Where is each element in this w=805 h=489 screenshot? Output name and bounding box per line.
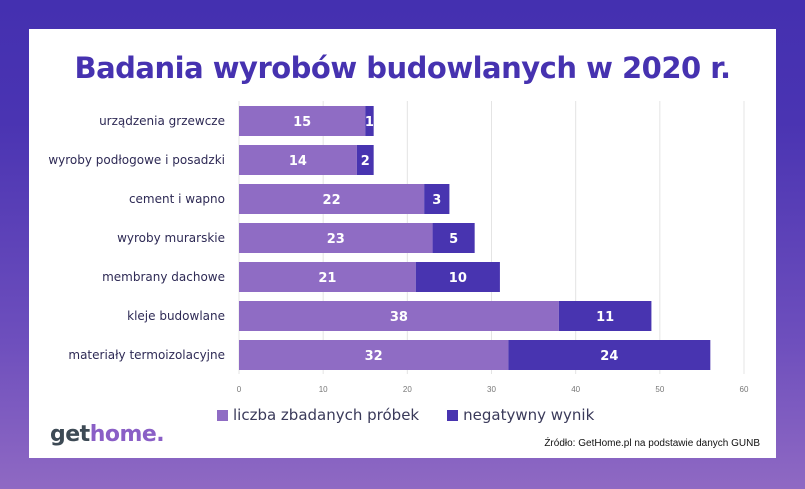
x-tick-label: 40 — [571, 385, 580, 394]
source-note: Źródło: GetHome.pl na podstawie danych G… — [544, 438, 760, 449]
x-tick-label: 0 — [237, 385, 242, 394]
data-label: 32 — [365, 349, 383, 364]
chart-title: Badania wyrobów budowlanych w 2020 r. — [74, 51, 732, 85]
logo-part: home. — [89, 422, 165, 447]
category-label: membrany dachowe — [102, 270, 225, 284]
bar-segment — [239, 340, 509, 370]
logo-part: get — [50, 422, 90, 447]
bar-chart: 0 10 20 30 40 50 60 urządzenia grzewcze 15 1 wyrob… — [48, 101, 749, 394]
category-label: cement i wapno — [129, 192, 225, 206]
legend-item-negative: negatywny wynik — [447, 406, 594, 424]
bar-segment — [239, 223, 433, 253]
data-label: 10 — [449, 271, 467, 286]
category-label: materiały termoizolacyjne — [68, 348, 225, 362]
bar-segment — [508, 340, 711, 370]
bar-segment — [239, 184, 425, 214]
chart-card: Badania wyrobów budowlanych w 2020 r. 0 1… — [29, 29, 776, 458]
x-tick-label: 60 — [740, 385, 749, 394]
bar-segment — [365, 106, 374, 136]
data-label: 2 — [361, 154, 370, 169]
bar-segment — [432, 223, 475, 253]
category-label: kleje budowlane — [127, 309, 225, 323]
x-tick-label: 30 — [487, 385, 496, 394]
data-label: 15 — [293, 115, 311, 130]
data-label: 1 — [365, 115, 374, 130]
legend-item-samples: liczba zbadanych próbek — [217, 406, 419, 424]
legend-swatch — [217, 410, 228, 421]
bar-segment — [558, 301, 652, 331]
legend-label: negatywny wynik — [463, 406, 595, 424]
data-label: 3 — [432, 193, 441, 208]
data-label: 11 — [596, 310, 614, 325]
data-label: 21 — [318, 271, 336, 286]
category-label: wyroby podłogowe i posadzki — [48, 153, 225, 167]
data-label: 23 — [327, 232, 345, 247]
x-tick-label: 50 — [655, 385, 664, 394]
category-label: urządzenia grzewcze — [99, 114, 225, 128]
bar-segment — [239, 106, 366, 136]
bar-segment — [424, 184, 450, 214]
bar-segment — [239, 145, 357, 175]
bar-segment — [415, 262, 500, 292]
data-label: 24 — [600, 349, 618, 364]
legend-swatch — [447, 410, 459, 421]
data-label: 5 — [449, 232, 458, 247]
category-label: wyroby murarskie — [117, 231, 225, 245]
bar-segment — [239, 262, 416, 292]
legend-label: liczba zbadanych próbek — [233, 406, 420, 424]
bar-segment — [239, 301, 559, 331]
gethome-logo: gethome. — [50, 422, 165, 447]
bar-segment — [356, 145, 374, 175]
data-label: 22 — [323, 193, 341, 208]
data-label: 14 — [289, 154, 307, 169]
legend: liczba zbadanych próbek negatywny wynik — [217, 406, 594, 424]
data-label: 38 — [390, 310, 408, 325]
x-tick-label: 20 — [403, 385, 412, 394]
x-tick-label: 10 — [319, 385, 328, 394]
